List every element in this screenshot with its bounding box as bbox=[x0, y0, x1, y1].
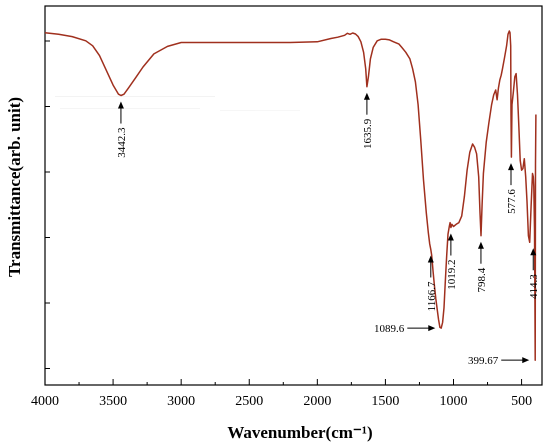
annotation-arrow-head bbox=[447, 233, 454, 241]
x-tick-label: 2000 bbox=[303, 394, 331, 409]
peak-label: 1166.7 bbox=[426, 281, 438, 311]
x-tick-label: 1500 bbox=[371, 394, 399, 409]
annotation-arrow-head bbox=[508, 163, 515, 171]
peak-label: 399.67 bbox=[468, 355, 499, 367]
annotation-arrow-head bbox=[363, 92, 370, 100]
x-axis-title: Wavenumber(cm⁻¹) bbox=[227, 423, 372, 442]
spectrum-line bbox=[44, 30, 537, 361]
x-axis-ticks: 4000 3500 3000 2500 2000 1500 1000 500 bbox=[31, 379, 532, 409]
peak-label: 798.4 bbox=[476, 267, 488, 292]
annotation-arrow-head bbox=[427, 255, 434, 263]
x-tick-label: 4000 bbox=[31, 394, 59, 409]
y-axis-title: Transmittance(arb. unit) bbox=[5, 97, 24, 277]
annotation-arrow-head bbox=[522, 357, 530, 364]
annotation-arrow-head bbox=[428, 325, 436, 332]
peak-label: 3442.3 bbox=[116, 127, 128, 158]
annotation-arrow-head bbox=[477, 241, 484, 249]
x-tick-label: 3000 bbox=[167, 394, 195, 409]
peak-label: 414.3 bbox=[528, 274, 540, 299]
plot-border bbox=[44, 5, 543, 386]
background-ghost-text bbox=[55, 96, 300, 111]
x-tick-label: 3500 bbox=[99, 394, 127, 409]
series-layer bbox=[44, 30, 537, 361]
peak-label: 577.6 bbox=[506, 189, 518, 214]
annotation-arrow-head bbox=[530, 248, 537, 256]
peak-label: 1019.2 bbox=[446, 260, 458, 290]
peak-label: 1089.6 bbox=[374, 323, 405, 335]
annotation-arrow-head bbox=[117, 101, 124, 109]
annotation-layer: 3442.3 1635.9 1166.7 1019.2 798.4 577.6 414.3 1… bbox=[116, 92, 540, 367]
y-axis-ticks bbox=[45, 40, 50, 369]
x-tick-label: 500 bbox=[511, 394, 532, 409]
plot-frame bbox=[44, 5, 543, 386]
peak-label: 1635.9 bbox=[362, 118, 374, 149]
x-tick-label: 1000 bbox=[439, 394, 467, 409]
x-tick-label: 2500 bbox=[235, 394, 263, 409]
